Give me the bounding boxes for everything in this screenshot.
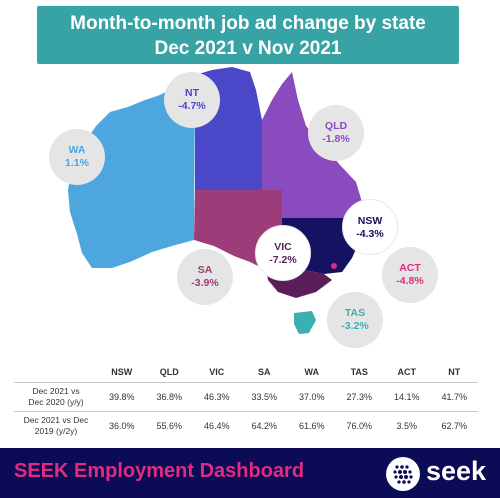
- bubble-vic-value: -7.2%: [269, 254, 297, 266]
- table-header: WA: [304, 367, 320, 377]
- bubble-wa-value: 1.1%: [65, 157, 89, 169]
- comparison-table: NSW QLD VIC SA WA TAS ACT NT Dec 2021 vs…: [14, 362, 478, 440]
- row-label: Dec 2021 vs Dec 2019 (y/2y): [14, 411, 98, 440]
- table-cell: 76.0%: [335, 411, 383, 440]
- bubble-nt-value: -4.7%: [178, 100, 206, 112]
- state-tas: [294, 311, 316, 334]
- title-line-2: Dec 2021 v Nov 2021: [154, 38, 342, 59]
- table-cell: 41.7%: [430, 382, 478, 412]
- state-act: [331, 263, 337, 269]
- table-cell: 46.4%: [193, 411, 241, 440]
- row-label-line-1: Dec 2021 vs: [32, 386, 80, 396]
- bubble-qld-name: QLD: [324, 120, 348, 132]
- bubble-nsw: NSW -4.3%: [342, 199, 398, 255]
- title-line-1: Month-to-month job ad change by state: [70, 13, 426, 34]
- table-cell: 14.1%: [383, 382, 431, 412]
- bubble-wa: WA 1.1%: [49, 129, 105, 185]
- table-cell: 55.6%: [145, 411, 193, 440]
- bubble-vic-name: VIC: [274, 241, 292, 253]
- australia-map: [68, 67, 362, 334]
- bubble-act-value: -4.8%: [396, 275, 424, 287]
- table-row: Dec 2021 vs Dec 2019 (y/2y) 36.0% 55.6% …: [14, 411, 478, 440]
- table-cell: 36.8%: [145, 382, 193, 412]
- bubble-tas-name: TAS: [344, 307, 366, 319]
- table-header: SA: [257, 367, 271, 377]
- table-header: TAS: [350, 367, 368, 377]
- bubble-act-name: ACT: [399, 262, 421, 274]
- table-header-row: NSW QLD VIC SA WA TAS ACT NT: [14, 362, 478, 383]
- row-label-line-1: Dec 2021 vs Dec: [23, 415, 89, 425]
- table-header: QLD: [159, 367, 179, 377]
- state-wa: [68, 75, 195, 268]
- table-row: Dec 2021 vs Dec 2020 (y/y) 39.8% 36.8% 4…: [14, 382, 478, 412]
- bubble-nt-name: NT: [185, 87, 199, 99]
- table-cell: 46.3%: [193, 382, 241, 412]
- bubble-nsw-value: -4.3%: [356, 228, 384, 240]
- bubble-nsw-name: NSW: [357, 215, 383, 227]
- bubble-sa: SA -3.9%: [177, 249, 233, 305]
- seek-logo-icon: [386, 457, 420, 491]
- table-cell: 36.0%: [98, 411, 146, 440]
- table-cell: 33.5%: [240, 382, 288, 412]
- row-label-line-2: Dec 2020 (y/y): [28, 397, 84, 407]
- title-banner: Month-to-month job ad change by state De…: [37, 6, 459, 64]
- table-header: VIC: [209, 367, 225, 377]
- bubble-sa-value: -3.9%: [191, 277, 219, 289]
- bubble-vic: VIC -7.2%: [255, 225, 311, 281]
- table-header: NSW: [111, 367, 133, 377]
- table-cell: 27.3%: [335, 382, 383, 412]
- dashboard-title: SEEK Employment Dashboard: [14, 460, 305, 482]
- table-corner: [14, 362, 98, 383]
- row-label: Dec 2021 vs Dec 2020 (y/y): [14, 382, 98, 412]
- bubble-qld: QLD -1.8%: [308, 105, 364, 161]
- table-cell: 39.8%: [98, 382, 146, 412]
- bubble-qld-value: -1.8%: [322, 133, 350, 145]
- table-cell: 64.2%: [240, 411, 288, 440]
- footer-bar: SEEK Employment Dashboard seek: [0, 448, 500, 498]
- bubble-nt: NT -4.7%: [164, 72, 220, 128]
- table-header: NT: [448, 367, 461, 377]
- table-cell: 37.0%: [288, 382, 336, 412]
- bubble-tas: TAS -3.2%: [327, 292, 383, 348]
- bubble-sa-name: SA: [197, 264, 213, 276]
- table-cell: 61.6%: [288, 411, 336, 440]
- bubble-wa-name: WA: [68, 144, 86, 156]
- bubble-tas-value: -3.2%: [341, 320, 369, 332]
- row-label-line-2: 2019 (y/2y): [34, 426, 78, 436]
- seek-brand-text: seek: [426, 456, 487, 486]
- table-cell: 3.5%: [383, 411, 431, 440]
- bubble-act: ACT -4.8%: [382, 247, 438, 303]
- table-header: ACT: [397, 367, 417, 377]
- table-cell: 62.7%: [430, 411, 478, 440]
